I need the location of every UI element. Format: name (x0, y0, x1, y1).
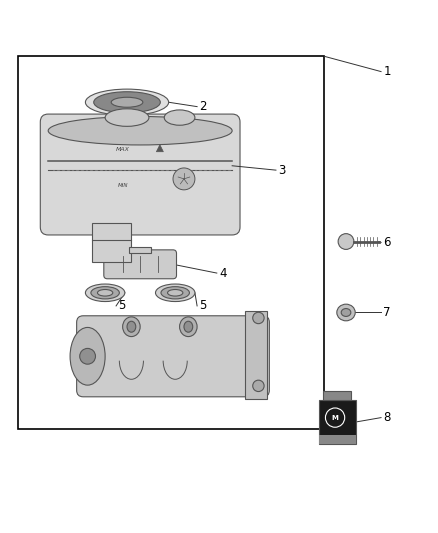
Text: 3: 3 (278, 164, 286, 176)
Circle shape (80, 349, 95, 364)
Text: MAX: MAX (116, 147, 130, 151)
Ellipse shape (168, 289, 183, 296)
Text: 4: 4 (219, 266, 226, 280)
Text: MIN: MIN (117, 183, 128, 188)
Ellipse shape (164, 110, 195, 125)
Bar (319, 435, 356, 444)
Bar (92, 223, 131, 262)
Text: 8: 8 (383, 411, 391, 424)
Text: 2: 2 (199, 100, 207, 113)
Circle shape (173, 168, 195, 190)
Ellipse shape (97, 289, 113, 296)
FancyBboxPatch shape (77, 316, 269, 397)
Ellipse shape (94, 92, 160, 113)
Ellipse shape (48, 117, 232, 145)
Ellipse shape (70, 327, 105, 385)
FancyBboxPatch shape (40, 114, 240, 235)
Ellipse shape (91, 287, 119, 299)
FancyBboxPatch shape (104, 250, 177, 279)
Text: 1: 1 (383, 65, 391, 78)
Polygon shape (156, 145, 163, 152)
Ellipse shape (180, 317, 197, 336)
Text: 5: 5 (199, 300, 207, 312)
Circle shape (253, 380, 264, 392)
Circle shape (338, 233, 354, 249)
Ellipse shape (123, 317, 140, 336)
Ellipse shape (155, 284, 195, 302)
Text: 7: 7 (383, 306, 391, 319)
Ellipse shape (127, 321, 136, 332)
Bar (323, 391, 351, 400)
Text: 5: 5 (118, 300, 126, 312)
Ellipse shape (105, 109, 149, 126)
Text: 6: 6 (383, 236, 391, 249)
Ellipse shape (161, 287, 190, 299)
Ellipse shape (85, 89, 169, 115)
Ellipse shape (337, 304, 355, 321)
Text: M: M (332, 415, 339, 421)
Polygon shape (245, 311, 267, 399)
Ellipse shape (111, 97, 143, 107)
Bar (18, 56, 324, 429)
Circle shape (253, 312, 264, 324)
Bar (129, 247, 151, 253)
Bar (319, 400, 356, 444)
Ellipse shape (341, 309, 351, 317)
Ellipse shape (184, 321, 193, 332)
Ellipse shape (85, 284, 125, 302)
